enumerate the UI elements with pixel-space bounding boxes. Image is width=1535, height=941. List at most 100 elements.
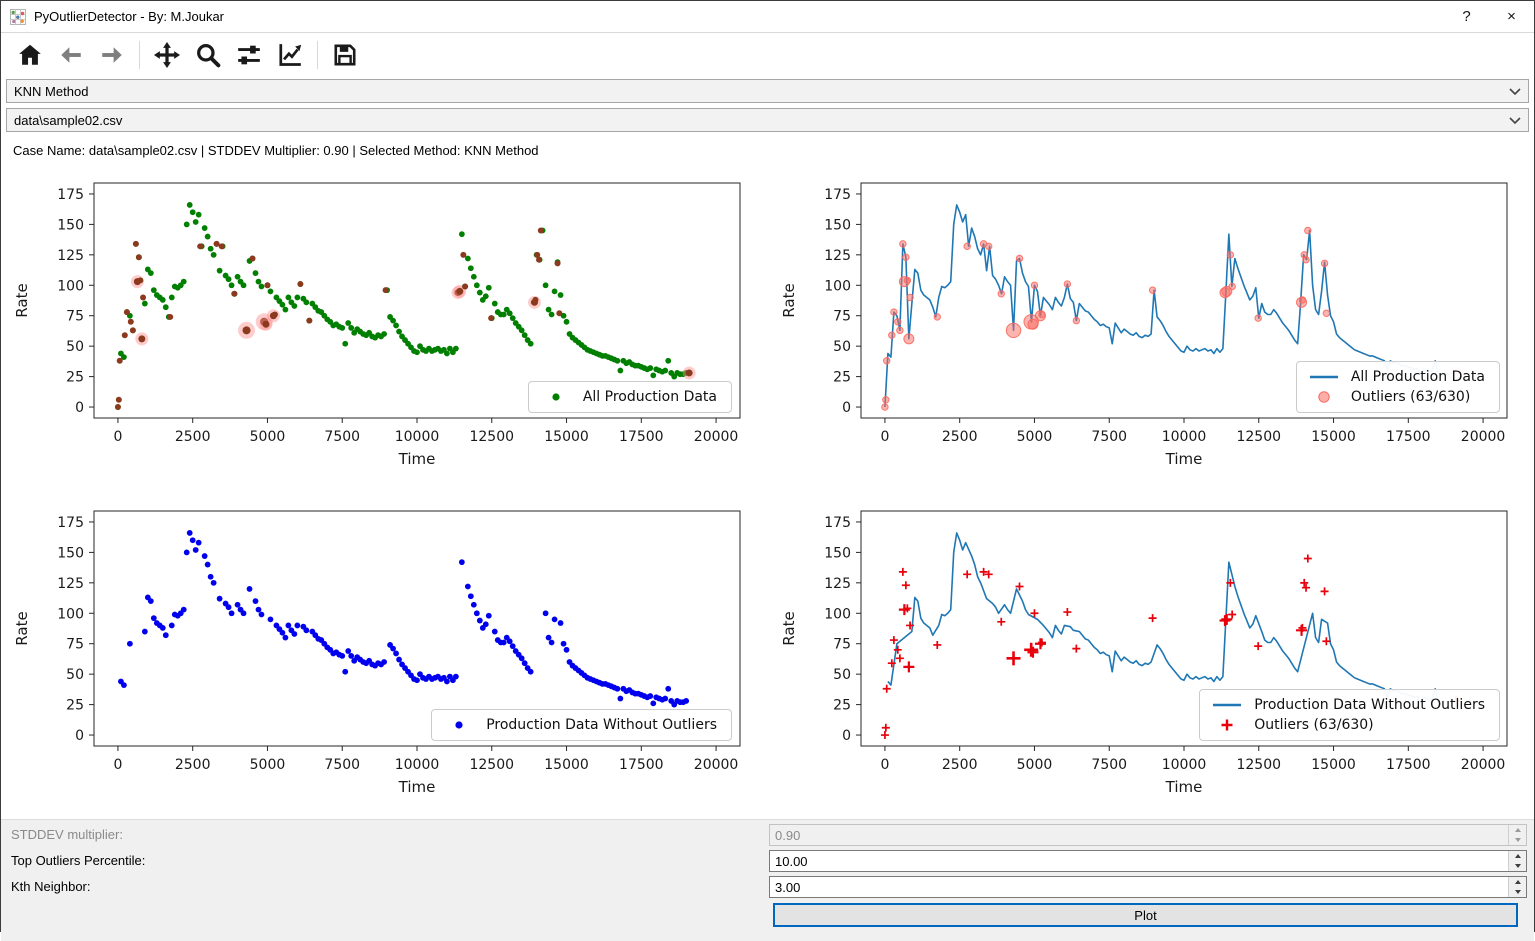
stddev-multiplier-input [770,825,1508,845]
legend-entry: All Production Data [537,387,719,407]
file-select-value: data\sample02.csv [14,112,123,128]
spin-up-icon[interactable] [1509,851,1526,861]
y-tick-label: 100 [824,606,851,622]
x-tick-label: 2500 [942,757,978,773]
toolbar-separator [139,41,140,69]
save-icon[interactable] [331,41,359,69]
y-tick-label: 75 [833,309,851,325]
y-tick-label: 150 [824,217,851,233]
legend-entry: Production Data Without Outliers [440,715,719,735]
x-tick-label: 5000 [250,757,286,773]
x-tick-label: 20000 [1461,429,1506,445]
x-tick-label: 5000 [250,429,286,445]
subplots-icon[interactable] [235,41,263,69]
x-tick-label: 0 [113,429,122,445]
spin-arrows[interactable] [1508,851,1526,871]
back-icon[interactable] [57,41,85,69]
legend: Production Data Without Outliers Outliers… [1199,689,1500,741]
x-tick-label: 0 [880,757,889,773]
y-axis-label: Rate [13,611,31,645]
x-tick-label: 5000 [1017,757,1053,773]
kth-neighbor-input[interactable] [770,877,1508,897]
y-tick-label: 100 [824,278,851,294]
chart-canvas[interactable]: 0 2500 5000 7500 10000 12500 15000 17500 20000 0 2… [768,163,1535,490]
parameters-panel: STDDEV multiplier: Top Outliers Percenti… [1,819,1534,941]
legend-label: Production Data Without Outliers [1254,697,1485,713]
x-tick-label: 12500 [469,757,514,773]
top-outliers-percentile-input[interactable] [770,851,1508,871]
x-axis-label: Time [1165,778,1203,796]
close-button[interactable]: × [1507,8,1516,25]
x-tick-label: 10000 [395,757,440,773]
y-tick-label: 175 [824,187,851,203]
window-title: PyOutlierDetector - By: M.Joukar [34,9,224,24]
y-tick-label: 150 [57,217,84,233]
y-tick-label: 175 [824,515,851,531]
x-tick-label: 17500 [619,429,664,445]
spin-arrows[interactable] [1508,877,1526,897]
line-legend-marker [1213,703,1242,707]
x-tick-label: 2500 [175,429,211,445]
legend: All Production Data [527,381,732,413]
spin-down-icon[interactable] [1509,887,1526,897]
stddev-multiplier-spinbox [769,824,1527,846]
kth-neighbor-spinbox[interactable] [769,876,1527,898]
y-tick-label: 175 [57,515,84,531]
legend-entry: Outliers (63/630) [1305,387,1487,407]
y-tick-label: 25 [833,698,851,714]
y-tick-label: 50 [833,667,851,683]
y-tick-label: 125 [57,248,84,264]
legend-label: Production Data Without Outliers [486,717,717,733]
x-tick-label: 12500 [1236,429,1281,445]
file-select[interactable]: data\sample02.csv [6,108,1529,132]
plus-legend-marker [1221,719,1233,731]
dot-legend-marker [552,393,560,401]
x-tick-label: 7500 [324,429,360,445]
chart-canvas[interactable]: 0 2500 5000 7500 10000 12500 15000 17500 20000 0 2… [1,163,768,490]
spin-arrows [1508,825,1526,845]
x-axis-label: Time [398,450,436,468]
y-axis-label: Rate [13,283,31,317]
y-axis-label: Rate [780,283,798,317]
x-tick-label: 15000 [544,757,589,773]
selector-area: KNN Method data\sample02.csv [1,77,1534,132]
spin-up-icon [1509,825,1526,835]
y-tick-label: 25 [833,370,851,386]
line-legend-marker [1309,375,1338,379]
method-select[interactable]: KNN Method [6,79,1529,103]
axes-icon[interactable] [276,41,304,69]
plot-button[interactable]: Plot [773,903,1518,927]
y-tick-label: 150 [57,545,84,561]
stddev-multiplier-label: STDDEV multiplier: [11,827,123,842]
x-tick-label: 10000 [1162,429,1207,445]
x-tick-label: 0 [880,429,889,445]
spin-down-icon[interactable] [1509,861,1526,871]
chart-canvas[interactable]: 0 2500 5000 7500 10000 12500 15000 17500 20000 0 2… [1,491,768,818]
x-tick-label: 10000 [1162,757,1207,773]
top-outliers-percentile-spinbox[interactable] [769,850,1527,872]
y-tick-label: 150 [824,545,851,561]
y-tick-label: 0 [75,400,84,416]
home-icon[interactable] [16,41,44,69]
x-tick-label: 15000 [544,429,589,445]
dot-legend-marker [455,721,463,729]
chart-canvas[interactable]: 0 2500 5000 7500 10000 12500 15000 17500 20000 0 2… [768,491,1535,818]
y-tick-label: 100 [57,606,84,622]
spin-up-icon[interactable] [1509,877,1526,887]
x-tick-label: 20000 [694,429,739,445]
pan-icon[interactable] [153,41,181,69]
y-tick-label: 100 [57,278,84,294]
help-button[interactable]: ? [1462,8,1471,25]
y-tick-label: 0 [75,728,84,744]
legend: Production Data Without Outliers [431,709,732,741]
forward-icon[interactable] [98,41,126,69]
method-select-value: KNN Method [14,83,89,99]
zoom-icon[interactable] [194,41,222,69]
x-tick-label: 12500 [469,429,514,445]
y-tick-label: 125 [824,248,851,264]
x-tick-label: 15000 [1311,757,1356,773]
x-axis-label: Time [1165,450,1203,468]
legend-entry: All Production Data [1305,367,1487,387]
legend-entry: Production Data Without Outliers [1208,695,1487,715]
chart-clean-production-line: 0 2500 5000 7500 10000 12500 15000 17500 20000 0 2… [768,491,1535,819]
